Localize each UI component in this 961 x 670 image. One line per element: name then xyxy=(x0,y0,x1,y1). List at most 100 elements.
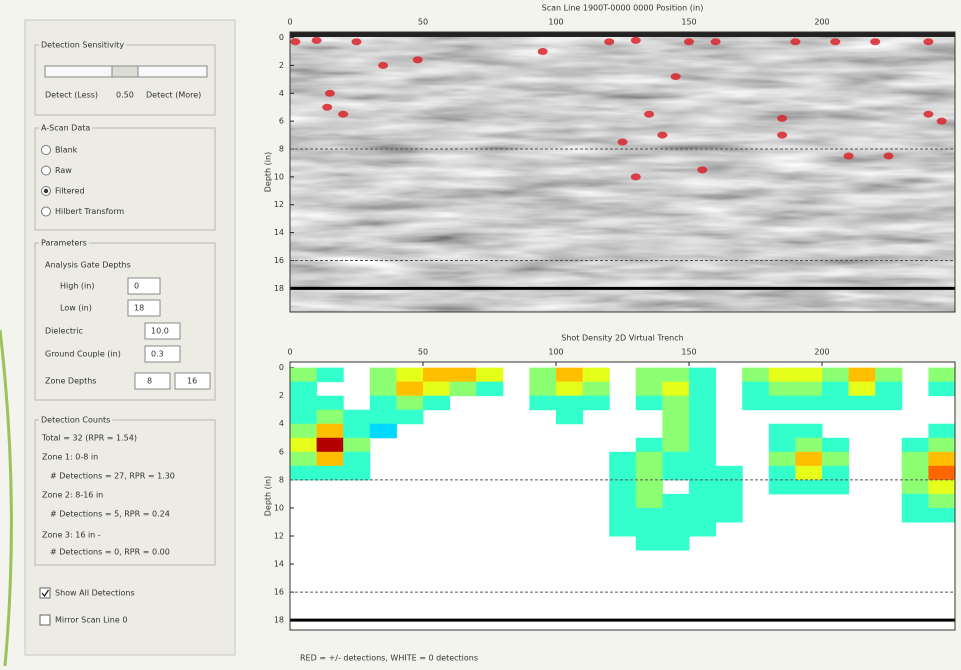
density-cell xyxy=(635,465,663,481)
density-cell xyxy=(290,395,318,411)
input-value: 10.0 xyxy=(151,327,169,336)
detection xyxy=(710,38,721,46)
density-cell xyxy=(290,409,318,425)
input-box[interactable] xyxy=(174,372,211,390)
density-cell xyxy=(742,367,770,383)
density-cell xyxy=(822,395,850,411)
density-cell xyxy=(476,381,504,397)
slider-label: Detect (More) xyxy=(146,91,201,100)
density-cell xyxy=(316,395,344,411)
density-cell xyxy=(689,409,717,425)
density-cell xyxy=(822,479,850,495)
y-tick-label: 6 xyxy=(279,117,284,126)
count-line: Zone 2: 8-16 in xyxy=(42,491,103,500)
count-line: Total = 32 (RPR = 1.54) xyxy=(41,434,137,443)
density-cell xyxy=(715,507,743,523)
density-cell xyxy=(635,367,663,383)
y-tick-label: 2 xyxy=(279,391,284,400)
x-tick-label: 0 xyxy=(287,18,292,27)
count-line: Zone 3: 16 in - xyxy=(42,531,101,540)
x-tick-label: 0 xyxy=(287,348,292,357)
y-axis-label: Depth (in) xyxy=(264,476,273,516)
density-cell xyxy=(689,381,717,397)
radio-button[interactable] xyxy=(41,165,51,176)
density-cell xyxy=(689,493,717,509)
density-cell xyxy=(369,409,397,425)
surface-band xyxy=(290,32,955,37)
title-gap xyxy=(39,418,113,422)
density-cell xyxy=(662,507,690,523)
density-cell xyxy=(635,535,663,551)
radio-button[interactable] xyxy=(41,145,51,155)
title-gap xyxy=(39,126,93,130)
input-box[interactable] xyxy=(144,322,181,340)
density-cell xyxy=(290,451,318,467)
input-box[interactable] xyxy=(127,299,161,317)
density-cell xyxy=(290,367,318,383)
density-cell xyxy=(928,367,956,383)
density-cell xyxy=(875,367,903,383)
density-cell xyxy=(662,395,690,411)
input-box[interactable] xyxy=(127,277,161,295)
y-tick-label: 6 xyxy=(279,447,284,456)
plot-frame xyxy=(289,361,956,631)
density-cell xyxy=(662,381,690,397)
density-cell xyxy=(662,423,690,439)
density-cell xyxy=(822,381,850,397)
density-cell xyxy=(609,493,637,509)
group-box xyxy=(34,127,216,231)
density-cell xyxy=(928,381,956,397)
detection xyxy=(537,48,548,56)
density-cell xyxy=(343,465,371,481)
density-cell xyxy=(768,451,796,467)
input-box[interactable] xyxy=(144,345,181,363)
plot-frame xyxy=(289,31,956,313)
density-cell xyxy=(316,409,344,425)
density-cell xyxy=(928,507,956,523)
detection xyxy=(290,38,301,46)
density-cell xyxy=(582,395,610,411)
radio-button[interactable] xyxy=(41,206,51,217)
checkbox[interactable] xyxy=(39,614,51,626)
detection xyxy=(670,73,681,81)
density-cell xyxy=(396,381,424,397)
density-cell xyxy=(662,465,690,481)
density-cell xyxy=(529,367,557,383)
detection xyxy=(412,56,423,64)
density-cell xyxy=(662,493,690,509)
count-line: # Detections = 0, RPR = 0.00 xyxy=(50,548,170,557)
checkbox-label: Mirror Scan Line 0 xyxy=(55,616,127,625)
density-cell xyxy=(396,409,424,425)
y-tick-label: 16 xyxy=(274,256,284,265)
group-title: A-Scan Data xyxy=(41,124,90,133)
density-cell xyxy=(529,381,557,397)
detection xyxy=(378,61,389,69)
input-box[interactable] xyxy=(134,372,171,390)
slider-thumb[interactable] xyxy=(111,65,139,78)
density-cell xyxy=(715,479,743,495)
group-title: Detection Sensitivity xyxy=(41,41,124,50)
detection xyxy=(630,173,641,181)
density-cell xyxy=(689,451,717,467)
checkbox[interactable] xyxy=(39,587,51,599)
density-cell xyxy=(582,367,610,383)
density-cell xyxy=(369,367,397,383)
detection xyxy=(883,152,894,160)
field-label: Dielectric xyxy=(45,327,83,336)
field-label: High (in) xyxy=(60,282,94,291)
radio-label: Filtered xyxy=(55,187,85,196)
density-cell xyxy=(822,367,850,383)
density-cell xyxy=(290,423,318,439)
density-cell xyxy=(609,521,637,537)
density-cell xyxy=(635,507,663,523)
density-cell xyxy=(662,451,690,467)
density-cell xyxy=(795,381,823,397)
density-cell xyxy=(689,507,717,523)
density-cell xyxy=(343,409,371,425)
density-cell xyxy=(556,381,584,397)
density-cell xyxy=(635,381,663,397)
density-cell xyxy=(768,367,796,383)
detection xyxy=(777,114,788,122)
density-cell xyxy=(901,465,929,481)
